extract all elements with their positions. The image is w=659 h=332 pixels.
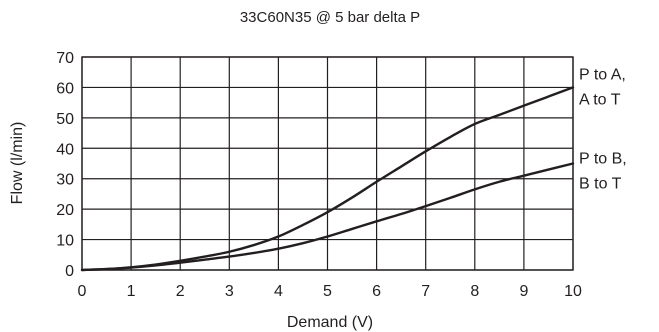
chart-title: 33C60N35 @ 5 bar delta P	[240, 9, 420, 26]
y-tick-label: 60	[56, 80, 74, 97]
x-tick-label: 8	[470, 283, 479, 300]
y-tick-label: 20	[56, 202, 74, 219]
grid	[81, 56, 574, 271]
y-tick-label: 40	[56, 141, 74, 158]
x-tick-label: 2	[176, 283, 185, 300]
x-tick-label: 9	[519, 283, 528, 300]
series-label-2-line-1: P to B,	[579, 151, 627, 168]
series-labels: P to A, A to T P to B, B to T	[579, 66, 627, 192]
x-tick-label: 6	[372, 283, 381, 300]
x-axis-ticks: 0 1 2 3 4 5 6 7 8 9 10	[78, 283, 582, 300]
y-axis-label: Flow (l/min)	[9, 122, 26, 205]
y-tick-label: 50	[56, 111, 74, 128]
series-group	[80, 86, 575, 272]
series-line-2	[80, 162, 575, 272]
series-label-1-line-2: A to T	[579, 91, 621, 108]
y-tick-label: 70	[56, 50, 74, 67]
x-tick-label: 7	[421, 283, 430, 300]
x-tick-label: 10	[564, 283, 582, 300]
x-axis-label: Demand (V)	[287, 314, 373, 331]
x-tick-label: 4	[274, 283, 283, 300]
y-axis-ticks: 0 10 20 30 40 50 60 70	[56, 50, 74, 280]
y-tick-label: 10	[56, 233, 74, 250]
x-tick-label: 5	[323, 283, 332, 300]
x-tick-label: 0	[78, 283, 87, 300]
series-label-2-line-2: B to T	[579, 176, 622, 193]
series-label-1-line-1: P to A,	[579, 66, 626, 83]
x-tick-label: 3	[225, 283, 234, 300]
x-tick-label: 1	[127, 283, 136, 300]
y-tick-label: 30	[56, 172, 74, 189]
y-tick-label: 0	[65, 263, 74, 280]
